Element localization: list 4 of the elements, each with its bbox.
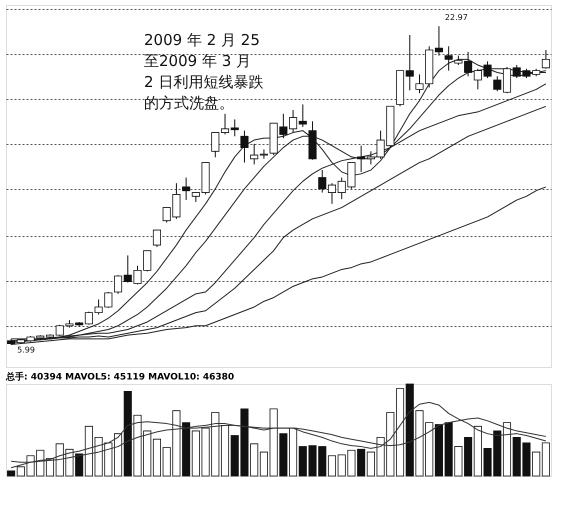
annotation: 5.99 [17,346,35,355]
chart-title: 总手: 40394 MAVOL5: 45119 MAVOL10: 46380 [5,372,234,383]
annotation: 2009 年 2 月 25 至2009 年 3 月 2 日利用短线暴跌的方式洗盘。 [144,31,264,112]
annotation: 22.97 [444,13,468,22]
